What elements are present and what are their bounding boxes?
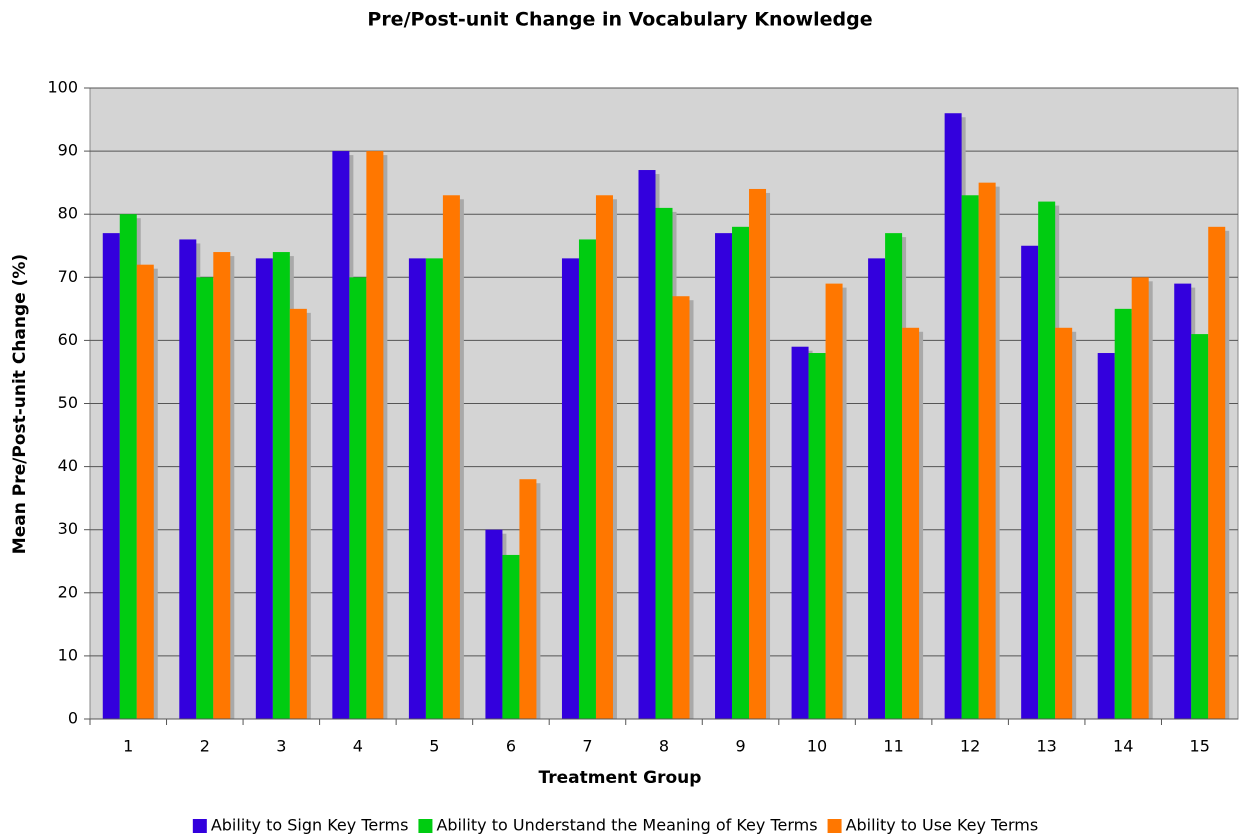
y-tick-label: 100 bbox=[47, 78, 78, 97]
bar bbox=[255, 258, 273, 719]
x-tick-label: 9 bbox=[735, 737, 745, 756]
y-tick-label: 20 bbox=[58, 582, 78, 601]
x-tick-label: 4 bbox=[353, 737, 363, 756]
bar bbox=[136, 264, 154, 719]
y-tick-label: 50 bbox=[58, 393, 78, 412]
bar bbox=[825, 283, 843, 719]
bar bbox=[1021, 245, 1039, 719]
bar bbox=[638, 170, 656, 719]
y-tick-label: 30 bbox=[58, 519, 78, 538]
x-tick-label: 5 bbox=[429, 737, 439, 756]
bar bbox=[1038, 201, 1056, 719]
y-tick-label: 0 bbox=[68, 709, 78, 728]
bar bbox=[196, 277, 214, 719]
bar bbox=[885, 233, 903, 719]
y-tick-label: 10 bbox=[58, 645, 78, 664]
bar bbox=[408, 258, 426, 719]
bar bbox=[1174, 283, 1192, 719]
bar bbox=[1097, 353, 1115, 719]
legend-label: Ability to Sign Key Terms bbox=[211, 816, 409, 835]
bar bbox=[1114, 308, 1132, 719]
x-tick-label: 2 bbox=[200, 737, 210, 756]
x-tick-label: 7 bbox=[582, 737, 592, 756]
bar bbox=[961, 195, 979, 719]
legend-label: Ability to Use Key Terms bbox=[846, 816, 1039, 835]
x-axis-label: Treatment Group bbox=[539, 768, 702, 788]
bar bbox=[519, 479, 537, 719]
y-tick-label: 60 bbox=[58, 330, 78, 349]
bar bbox=[1131, 277, 1149, 719]
bar bbox=[944, 113, 962, 720]
bar bbox=[179, 239, 197, 719]
bar bbox=[791, 346, 809, 719]
y-tick-label: 90 bbox=[58, 141, 78, 160]
legend-swatch bbox=[418, 819, 433, 833]
bar bbox=[808, 353, 826, 719]
bar bbox=[332, 151, 350, 720]
bar bbox=[213, 252, 231, 719]
bar bbox=[978, 182, 996, 719]
bar bbox=[578, 239, 596, 719]
y-tick-label: 70 bbox=[58, 267, 78, 286]
bar bbox=[289, 308, 307, 719]
bar bbox=[561, 258, 579, 719]
bar bbox=[655, 207, 673, 719]
bar bbox=[1055, 327, 1073, 719]
x-tick-label: 8 bbox=[659, 737, 669, 756]
x-tick-label: 10 bbox=[807, 737, 827, 756]
bar bbox=[672, 296, 690, 719]
chart-title: Pre/Post-unit Change in Vocabulary Knowl… bbox=[367, 9, 872, 31]
y-tick-label: 80 bbox=[58, 204, 78, 223]
bar bbox=[502, 554, 520, 719]
bar bbox=[442, 195, 460, 719]
x-tick-label: 12 bbox=[960, 737, 980, 756]
bar bbox=[119, 214, 137, 719]
bar bbox=[272, 252, 290, 719]
legend-label: Ability to Understand the Meaning of Key… bbox=[436, 816, 817, 835]
bar bbox=[366, 151, 384, 720]
x-tick-label: 13 bbox=[1036, 737, 1056, 756]
bar bbox=[425, 258, 443, 719]
legend-swatch bbox=[827, 819, 842, 833]
bar bbox=[102, 233, 120, 719]
legend-swatch bbox=[192, 819, 207, 833]
x-tick-label: 14 bbox=[1113, 737, 1133, 756]
x-tick-label: 3 bbox=[276, 737, 286, 756]
bar bbox=[1208, 226, 1226, 719]
bar bbox=[715, 233, 733, 719]
x-tick-label: 1 bbox=[123, 737, 133, 756]
bar bbox=[349, 277, 367, 719]
x-tick-label: 6 bbox=[506, 737, 516, 756]
bar bbox=[749, 188, 767, 719]
bar bbox=[485, 529, 503, 719]
y-tick-label: 40 bbox=[58, 456, 78, 475]
y-axis-label: Mean Pre/Post-unit Change (%) bbox=[10, 254, 30, 554]
bar bbox=[1191, 334, 1209, 719]
bar bbox=[902, 327, 920, 719]
bar bbox=[732, 226, 750, 719]
bar bbox=[595, 195, 613, 719]
bar bbox=[868, 258, 886, 719]
x-tick-label: 11 bbox=[883, 737, 903, 756]
x-tick-label: 15 bbox=[1190, 737, 1210, 756]
